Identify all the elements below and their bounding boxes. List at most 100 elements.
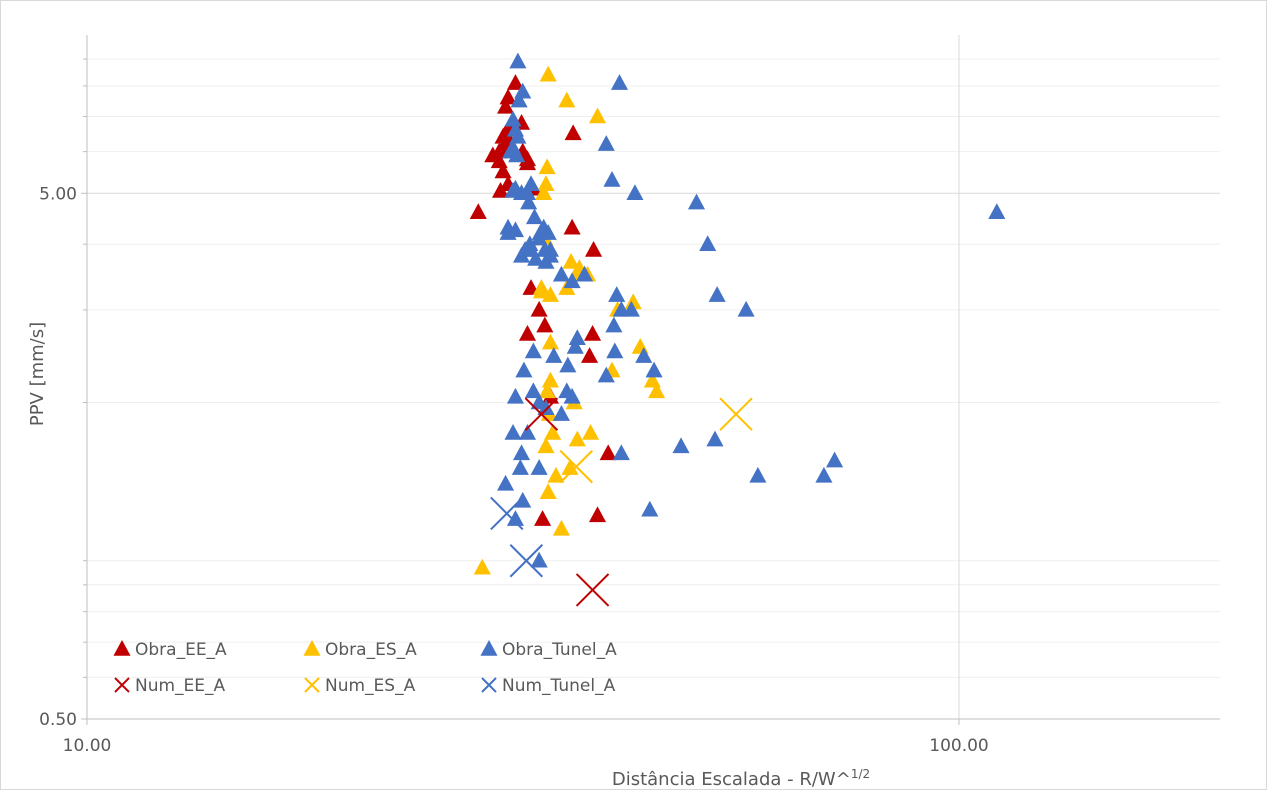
data-point [582,423,600,440]
legend-item-Obra_Tunel_A: Obra_Tunel_A [480,640,617,660]
data-point [509,52,527,69]
data-point [504,110,522,127]
data-point [585,240,603,257]
data-point [566,338,584,354]
data-point [522,175,540,192]
y-axis-title: PPV [mm/s] [27,322,48,426]
legend: Obra_EE_A Obra_ES_A Obra_Tunel_A Num_EE_A Nu… [113,640,617,696]
data-point [563,272,581,289]
legend-label: Num_Tunel_A [502,676,616,696]
data-point [643,371,661,388]
data-point [524,397,559,431]
legend-marker [114,677,130,693]
data-point [512,184,531,201]
data-point [597,366,615,383]
data-point [509,544,544,578]
data-point [494,162,512,179]
data-point [506,387,525,404]
data-point [558,91,576,108]
data-point [518,423,537,440]
legend-label: Obra_ES_A [325,640,417,660]
data-point [568,430,586,447]
data-point [532,279,550,295]
data-point [494,127,512,144]
data-point [575,265,594,282]
data-point [687,193,706,210]
data-point [530,393,548,410]
data-point [552,519,570,536]
data-point [606,342,624,359]
data-point [545,347,563,363]
data-point [737,300,755,317]
data-point [506,221,525,238]
data-point [510,91,528,108]
data-point [988,203,1006,220]
data-point [520,193,538,210]
data-point [635,347,653,363]
legend-marker [304,677,320,693]
data-point [518,154,537,171]
data-point [612,444,630,461]
data-point [568,329,586,345]
data-point [622,300,640,317]
data-point [626,184,644,201]
legend-marker [481,677,497,693]
data-point [584,324,602,341]
data-point [537,437,555,454]
data-point [530,300,548,317]
data-point [699,235,717,251]
data-point [749,466,767,483]
y-tick-label: 5.00 [39,184,77,204]
data-point [552,265,570,282]
data-point [631,338,649,354]
axis-layer: 0.50 5.00 10.00 100.00 [39,35,1220,756]
data-point [544,423,562,440]
data-point [541,333,559,350]
data-point [497,97,515,114]
data-point [516,240,534,257]
data-point [506,74,525,90]
data-point [518,324,537,341]
data-point [504,423,522,440]
data-point [588,107,607,124]
data-point [672,437,690,454]
data-point [541,286,559,302]
data-point [469,203,487,220]
data-point [547,466,565,483]
legend-marker [480,640,498,656]
data-point [539,483,557,499]
data-point [506,510,525,526]
data-point [524,342,542,359]
data-point [524,382,542,399]
data-point [708,286,726,302]
data-point [552,405,570,421]
legend-label: Num_EE_A [135,676,226,696]
data-point [624,293,642,310]
data-point [491,181,510,198]
data-point [610,74,629,90]
series-Num_ES_A [559,397,753,484]
data-point [599,444,617,461]
legend-item-Num_EE_A: Num_EE_A [114,676,226,696]
data-point [537,175,555,192]
data-point [605,316,623,333]
legend-item-Obra_EE_A: Obra_EE_A [113,640,227,660]
data-point [511,459,529,475]
series-Num_EE_A [524,397,610,607]
y-tick-label: 0.50 [39,710,77,730]
data-point [509,127,527,144]
data-point [499,88,517,105]
data-point [490,496,524,531]
data-point [562,253,580,269]
data-point [826,451,844,468]
data-point [648,382,666,399]
data-point [719,397,753,431]
data-point [575,573,610,607]
data-point [563,218,581,235]
data-point [608,286,626,302]
data-point [538,382,556,399]
data-point [538,158,556,175]
data-point [815,466,833,483]
